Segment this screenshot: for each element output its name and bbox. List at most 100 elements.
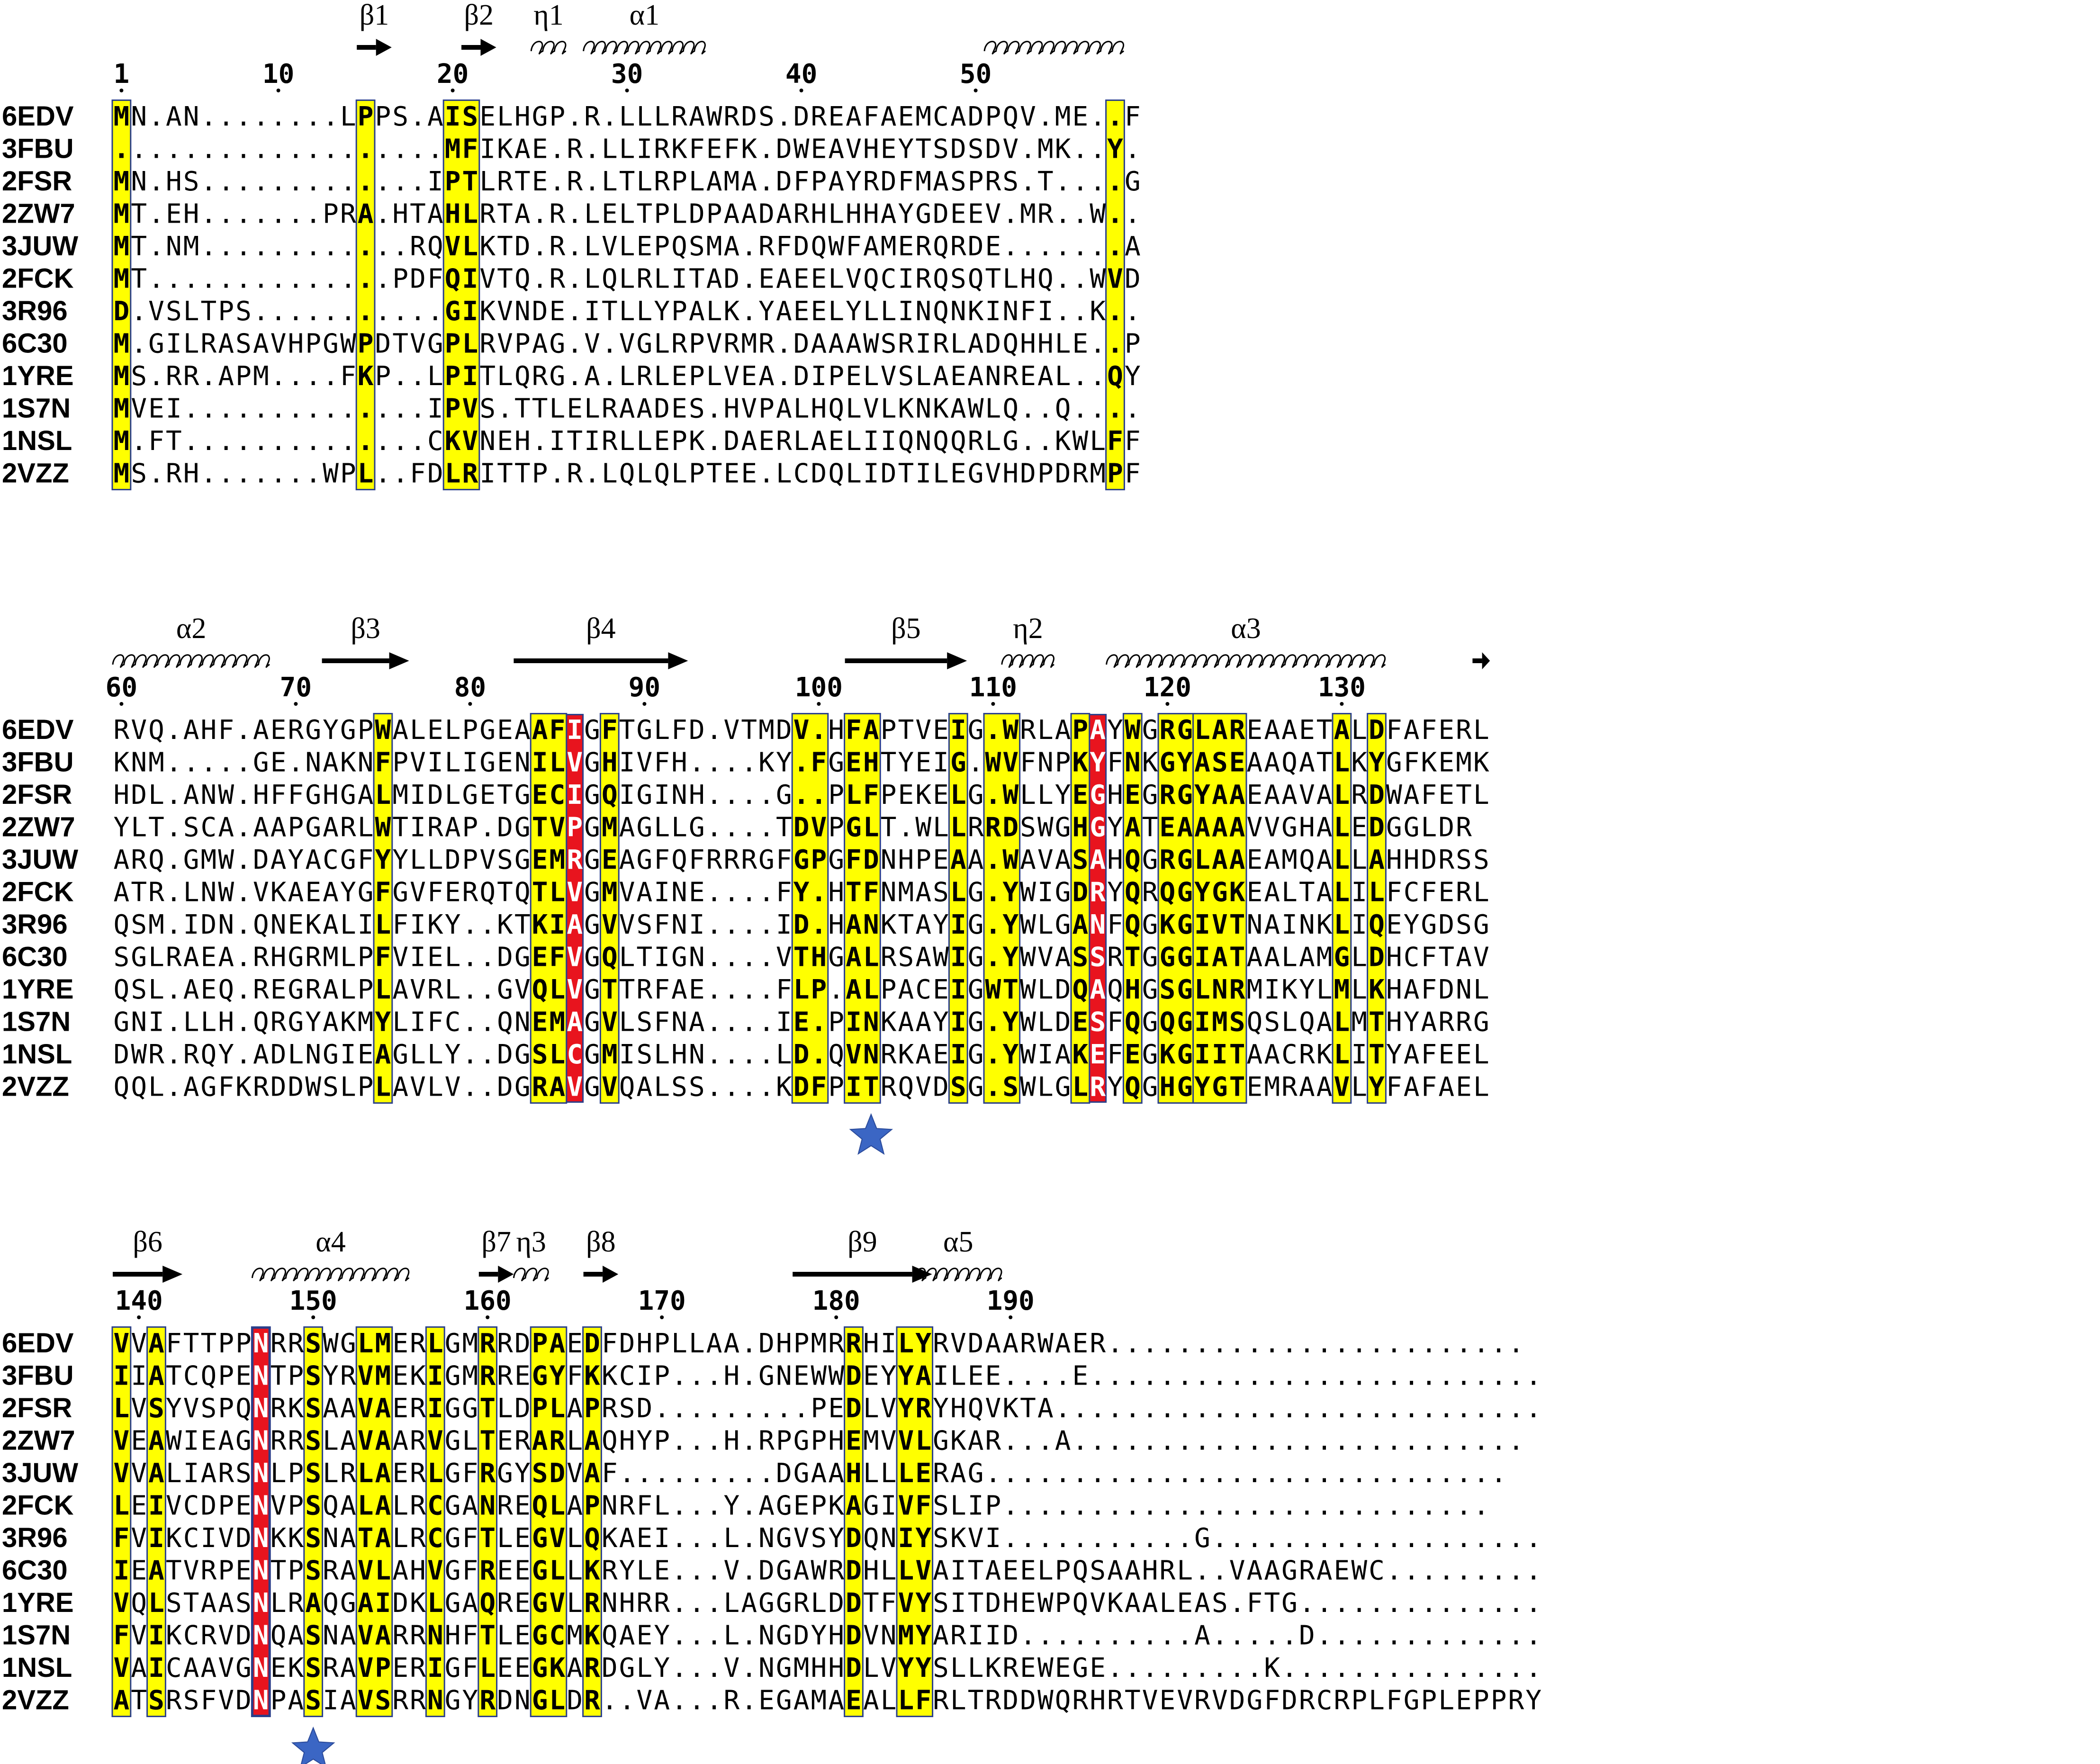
sequence-residues: IEATVRPENTPSRAVLAHVGFREEGLLKRYLE...V.DGA… <box>114 1556 1542 1586</box>
helix-coil <box>251 1268 410 1281</box>
position-dot <box>799 89 803 92</box>
secondary-structure: β1 β2 η1 α1 <box>357 0 1125 56</box>
sequence-row: 2FCK LEIVCDPENVPSQALALRCGANREQLAPNRFL...Y… <box>2 1490 1489 1521</box>
secondary-structure-label: β8 <box>586 1226 616 1258</box>
position-dot <box>660 1315 664 1319</box>
similar-column-box <box>983 713 1021 1104</box>
sequence-residues: GNI.LLH.QRGYAKMYLIFC..QNEMAGVLSFNA....IE… <box>114 1007 1489 1038</box>
secondary-structure-label: β6 <box>133 1226 162 1258</box>
sequence-residues: M.FT..............CKVNEH.ITIRLLEPK.DAERL… <box>114 426 1141 457</box>
sequence-row: 6C30 M.GILRASAVHPGWPDTVGPLRVPAG.V.VGLRPVR… <box>2 328 1141 360</box>
sequence-id: 1YRE <box>2 360 74 391</box>
position-dot <box>137 1315 141 1319</box>
sequence-residues: SGLRAEA.RHGRMLPFVIEL..DGEFVGQLTIGN....VT… <box>114 942 1489 973</box>
sequence-id: 1NSL <box>2 425 72 456</box>
strand-arrow-head <box>912 1266 932 1283</box>
secondary-structure-label: β1 <box>360 0 389 31</box>
similar-column-box <box>530 1326 568 1718</box>
similar-column-box <box>478 1326 498 1718</box>
similar-column-box <box>530 713 568 1104</box>
sequence-residues: M.GILRASAVHPGWPDTVGPLRVPAG.V.VGLRPVRMR.D… <box>114 329 1141 360</box>
alignment-block-3: 6EDV VVAFTTPPNRRSWGLMERLGMRRDPAEDFDHPLLAA… <box>2 1226 1541 1764</box>
sequence-row: 1S7N GNI.LLH.QRGYAKMYLIFC..QNEMAGVLSFNA..… <box>2 1007 1489 1038</box>
sequence-row: 2FCK ATR.LNW.VKAEAYGFGVFERQTQTLVGMVAINE..… <box>2 877 1489 908</box>
sequence-residues: RVQ.AHF.AERGYGPWALELPGEAAFIGFTGLFD.VTMDV… <box>114 715 1489 746</box>
similar-column-box <box>1332 713 1352 1104</box>
similar-column-box <box>844 1326 864 1718</box>
alignment-block-2: 6EDV RVQ.AHF.AERGYGPWALELPGEAAFIGFTGLFD.V… <box>2 612 1490 1155</box>
sequence-residues: VQLSTAASNLRAQGAIDKLGAQREGVLRNHRR...LAGGR… <box>114 1588 1542 1619</box>
position-number: 170 <box>638 1286 686 1316</box>
sequence-row: 6C30 IEATVRPENTPSRAVLAHVGFREEGLLKRYLE...V… <box>2 1555 1541 1586</box>
similar-column-box <box>442 99 480 491</box>
sequence-row: 1NSL VAICAAVGNEKSRAVPERIGFLEEGKARDGLY...V… <box>2 1652 1541 1683</box>
similar-column-box <box>1105 99 1125 491</box>
secondary-structure-label: η3 <box>516 1226 546 1258</box>
sequence-row: 3FBU IIATCQPENTPSYRVMEKIGMRREGYFKKCIP...H… <box>2 1360 1541 1392</box>
strand-arrow-shaft <box>113 1272 163 1277</box>
sequence-row: 3R96 QSM.IDN.QNEKALILFIKY..KTKIAGVVSFNI..… <box>2 909 1489 940</box>
position-ruler: 1 10 20 30 40 50 <box>114 59 991 92</box>
sequence-row: 3JUW MT.NM............RQVLKTD.R.LVLEPQSMA… <box>2 231 1141 262</box>
strand-arrow-shaft <box>1472 658 1482 663</box>
sequence-row: 1S7N FVIKCRVDNQASNAVARRNHFTLEGCMKQAEY...L… <box>2 1620 1541 1651</box>
sequence-id: 2VZZ <box>2 458 69 489</box>
position-dot <box>834 1315 838 1319</box>
position-dot <box>119 702 124 706</box>
helix-coil <box>530 41 567 54</box>
similar-column-box <box>1367 713 1387 1104</box>
position-dot <box>451 89 455 92</box>
similar-column-box <box>146 1326 166 1718</box>
helix-coil <box>983 41 1125 54</box>
sequence-residues: MN.AN........LPPS.AISELHGP.R.LLLRAWRDS.D… <box>114 101 1141 132</box>
sequence-row: 2VZZ QQL.AGFKRDDWSLPLAVLV..DGRAVGVQALSS..… <box>2 1071 1489 1103</box>
strand-arrow-head <box>498 1266 514 1283</box>
sequence-residues: LVSYVSPQNRKSAAVAERIGGTLDPLAPRSD.........… <box>114 1393 1542 1424</box>
sequence-residues: YLT.SCA.AAPGARLWTIRAP.DGTVPGMAGLLG....TD… <box>114 812 1472 843</box>
sequence-residues: VVAFTTPPNRRSWGLMERLGMRRDPAEDFDHPLLAA.DHP… <box>114 1328 1524 1359</box>
sequence-id: 2FCK <box>2 263 74 294</box>
position-number: 180 <box>812 1286 860 1316</box>
secondary-structure-label: α2 <box>176 612 206 645</box>
sequence-id: 3R96 <box>2 296 68 326</box>
similar-column-box <box>1192 713 1247 1104</box>
sequence-row: 1S7N MVEI..............IPVS.TTLELRAADES.H… <box>2 393 1141 424</box>
strand-arrow-head <box>603 1266 619 1283</box>
sequence-id: 3JUW <box>2 231 78 261</box>
secondary-structure-label: α3 <box>1231 612 1261 645</box>
sequence-id: 6EDV <box>2 101 74 132</box>
sequence-id: 2FSR <box>2 166 72 197</box>
sequence-id: 1S7N <box>2 1007 71 1037</box>
sequence-residues: ...................MFIKAE.R.LLIRKFEFK.DW… <box>114 134 1141 165</box>
similar-column-box <box>355 99 376 491</box>
sequence-residues: FVIKCRVDNQASNAVARRNHFTLEGCMKQAEY...L.NGD… <box>114 1620 1542 1651</box>
sequence-id: 2ZW7 <box>2 812 75 843</box>
position-dot <box>468 702 472 706</box>
position-dot <box>1165 702 1170 706</box>
sequence-id: 2FSR <box>2 1393 72 1423</box>
alignment-block-1: 6EDV MN.AN........LPPS.AISELHGP.R.LLLRAWR… <box>2 0 1141 491</box>
position-number: 120 <box>1144 672 1191 703</box>
similar-column-box <box>355 1326 393 1718</box>
sequence-residues: D.VSLTPS...........GIKVNDE.ITLLYPALK.YAE… <box>114 296 1141 327</box>
strand-arrow-shaft <box>322 658 389 663</box>
position-number: 1 <box>114 59 130 90</box>
sequence-id: 2FCK <box>2 877 74 908</box>
position-number: 50 <box>960 59 991 90</box>
strand-arrow-shaft <box>478 1272 498 1277</box>
similar-column-box <box>425 1326 445 1718</box>
star-marker-icon <box>849 1113 893 1155</box>
sequence-id: 1S7N <box>2 393 71 424</box>
sequence-row: 2ZW7 MT.EH.......PRA.HTAHLRTA.R.LELTPLDPA… <box>2 198 1141 230</box>
sequence-row: 6C30 SGLRAEA.RHGRMLPFVIEL..DGEFVGQLTIGN..… <box>2 942 1489 973</box>
position-number: 20 <box>437 59 469 90</box>
position-number: 30 <box>611 59 643 90</box>
sequence-residues: FVIKCIVDNKKSNATALRCGFTLEGVLQKAEI...L.NGV… <box>114 1523 1542 1554</box>
helix-coil <box>1001 654 1055 668</box>
position-number: 80 <box>454 672 486 703</box>
sequence-residues: MS.RH.......WPL..FDLRITTP.R.LQLQLPTEE.LC… <box>114 459 1141 489</box>
sequence-residues: QSM.IDN.QNEKALILFIKY..KTKIAGVVSFNI....ID… <box>114 909 1489 940</box>
strand-arrow-shaft <box>461 45 481 50</box>
strand-arrow-head <box>947 652 967 669</box>
secondary-structure-label: η2 <box>1013 612 1043 645</box>
